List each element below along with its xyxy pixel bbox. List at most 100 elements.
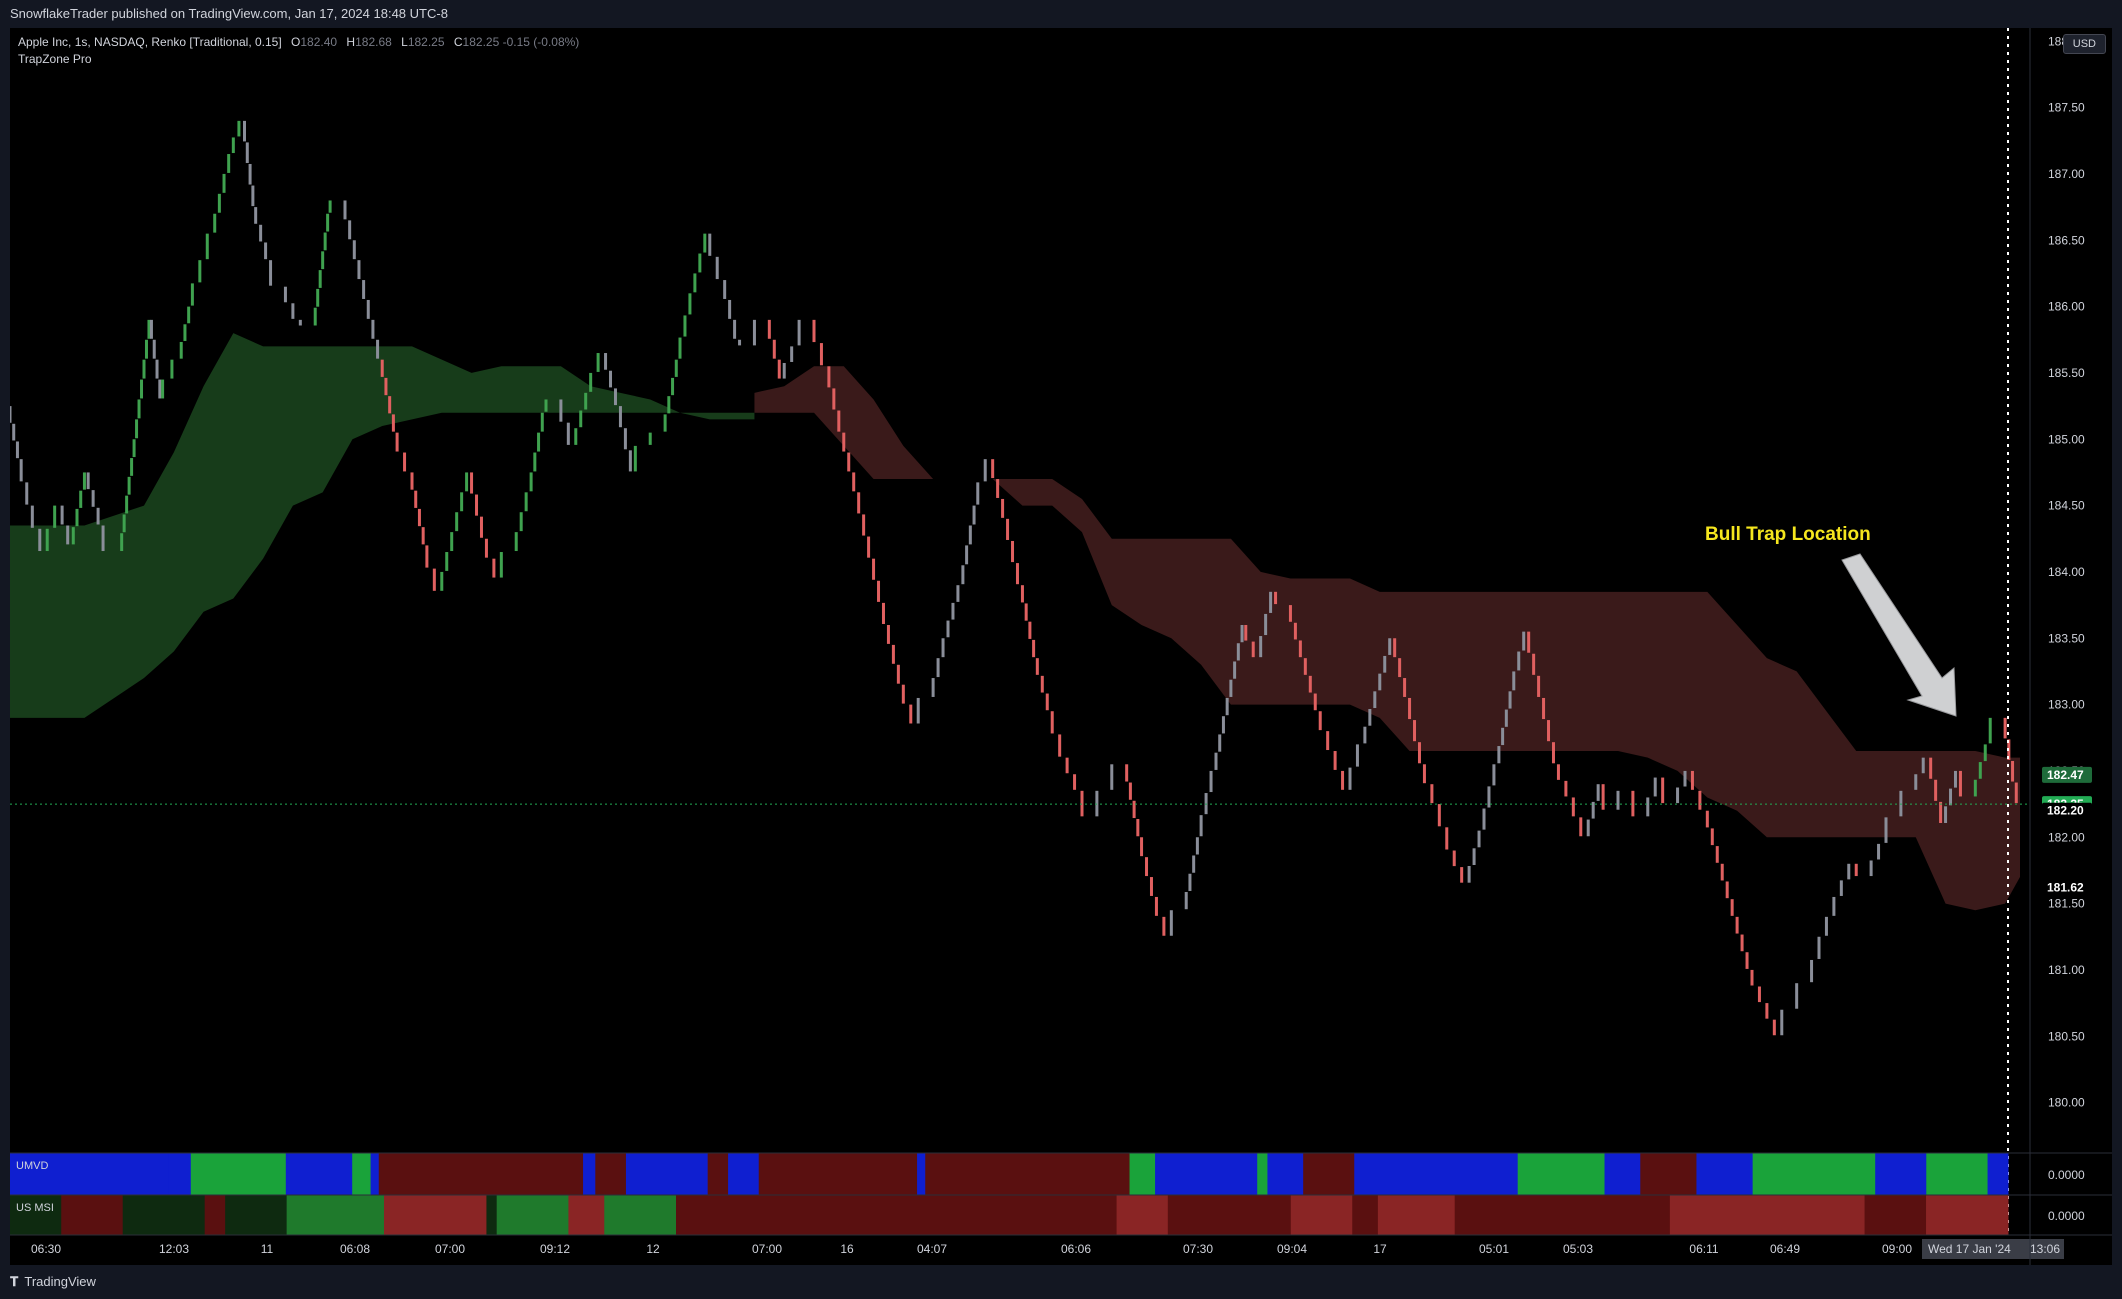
renko-brick	[728, 299, 732, 319]
renko-brick	[1616, 790, 1620, 810]
renko-brick	[343, 200, 347, 220]
renko-brick	[1393, 638, 1397, 658]
renko-brick	[19, 459, 23, 482]
renko-brick	[179, 341, 183, 359]
renko-brick	[872, 558, 876, 580]
tradingview-logo-icon[interactable]: 𝐓	[10, 1274, 19, 1289]
renko-brick	[217, 193, 221, 213]
x-axis-tick-label: 11	[261, 1242, 274, 1256]
renko-brick	[321, 251, 325, 270]
renko-brick	[1020, 585, 1024, 603]
x-axis-tick-label: 06:49	[1770, 1242, 1800, 1256]
subpane-title[interactable]: US MSI	[16, 1202, 54, 1214]
renko-brick	[1522, 631, 1526, 651]
renko-brick	[1631, 790, 1635, 817]
renko-brick	[991, 459, 995, 479]
renko-brick	[1973, 779, 1977, 797]
renko-brick	[1240, 624, 1244, 643]
renko-brick	[1383, 655, 1387, 673]
renko-brick	[1184, 891, 1188, 910]
subpane-title[interactable]: UMVD	[16, 1160, 48, 1172]
renko-brick	[460, 492, 464, 512]
renko-brick	[127, 476, 131, 495]
renko-brick	[1452, 850, 1456, 867]
renko-brick	[248, 163, 252, 185]
renko-brick	[142, 359, 146, 379]
renko-brick	[1341, 770, 1345, 790]
renko-brick	[1795, 983, 1799, 1009]
renko-brick	[1422, 764, 1426, 784]
renko-brick	[1517, 651, 1521, 671]
umvd-segment	[595, 1153, 627, 1195]
renko-brick	[1725, 881, 1729, 899]
renko-brick	[1929, 757, 1933, 779]
currency-button[interactable]: USD	[2062, 34, 2106, 54]
chart-area[interactable]: Bull Trap Location188.00187.50187.00186.…	[10, 28, 2112, 1265]
x-axis-tick-label: 06:06	[1061, 1242, 1091, 1256]
renko-brick	[1388, 638, 1392, 655]
renko-brick	[1914, 774, 1918, 790]
renko-brick	[1501, 727, 1505, 746]
renko-brick	[1817, 936, 1821, 959]
renko-brick	[326, 213, 330, 232]
renko-brick	[75, 508, 79, 527]
annotation-label: Bull Trap Location	[1705, 524, 1871, 545]
renko-brick	[540, 412, 544, 432]
renko-brick	[738, 339, 742, 346]
renko-brick	[1288, 605, 1292, 622]
publish-header: SnowflakeTrader published on TradingView…	[0, 0, 2122, 28]
renko-brick	[10, 406, 12, 423]
renko-brick	[101, 525, 105, 552]
renko-brick	[269, 260, 273, 286]
renko-brick	[66, 525, 70, 545]
renko-brick	[881, 602, 885, 624]
renko-brick	[1169, 910, 1173, 936]
renko-brick	[1015, 563, 1019, 585]
renko-brick	[1259, 636, 1263, 658]
umvd-segment	[1875, 1153, 1927, 1195]
renko-brick	[951, 602, 955, 620]
renko-brick	[797, 319, 801, 346]
y-axis-tick-label: 184.00	[2048, 565, 2085, 579]
us-msi-segment	[1454, 1195, 1671, 1235]
renko-brick	[1953, 770, 1957, 788]
renko-brick	[1884, 817, 1888, 843]
renko-brick	[135, 419, 139, 439]
us-msi-segment	[1926, 1195, 2009, 1235]
x-axis-tick-label: 09:04	[1277, 1242, 1307, 1256]
renko-brick	[12, 423, 16, 441]
renko-brick	[941, 638, 945, 658]
umvd-segment	[583, 1153, 596, 1195]
renko-brick	[782, 362, 786, 379]
renko-brick	[1460, 867, 1464, 883]
renko-brick	[1011, 540, 1015, 563]
renko-brick	[130, 458, 134, 476]
renko-brick	[499, 552, 503, 578]
x-axis-tick-label: 06:11	[1689, 1242, 1718, 1256]
renko-brick	[574, 428, 578, 445]
renko-brick	[391, 414, 395, 432]
renko-brick	[313, 307, 317, 326]
chart-canvas[interactable]: Bull Trap Location188.00187.50187.00186.…	[10, 28, 2112, 1265]
renko-brick	[972, 505, 976, 525]
renko-brick	[965, 545, 969, 565]
footer-brand[interactable]: TradingView	[24, 1274, 96, 1289]
renko-brick	[1564, 780, 1568, 797]
renko-brick	[1757, 986, 1761, 1003]
x-axis-tick-label: 12:03	[159, 1242, 189, 1256]
umvd-segment	[285, 1153, 353, 1195]
x-axis-tick-label: 06:30	[31, 1242, 61, 1256]
renko-brick	[450, 532, 454, 552]
renko-brick	[254, 207, 258, 224]
renko-brick	[589, 372, 593, 392]
renko-brick	[1233, 661, 1237, 679]
renko-brick	[410, 472, 414, 490]
renko-brick	[983, 459, 987, 482]
renko-brick	[1073, 774, 1077, 790]
renko-brick	[1058, 734, 1062, 757]
renko-brick	[161, 379, 165, 399]
renko-brick	[1236, 643, 1240, 661]
y-axis-tick-label: 185.50	[2048, 366, 2085, 380]
renko-brick	[479, 516, 483, 538]
renko-brick	[1437, 804, 1441, 827]
